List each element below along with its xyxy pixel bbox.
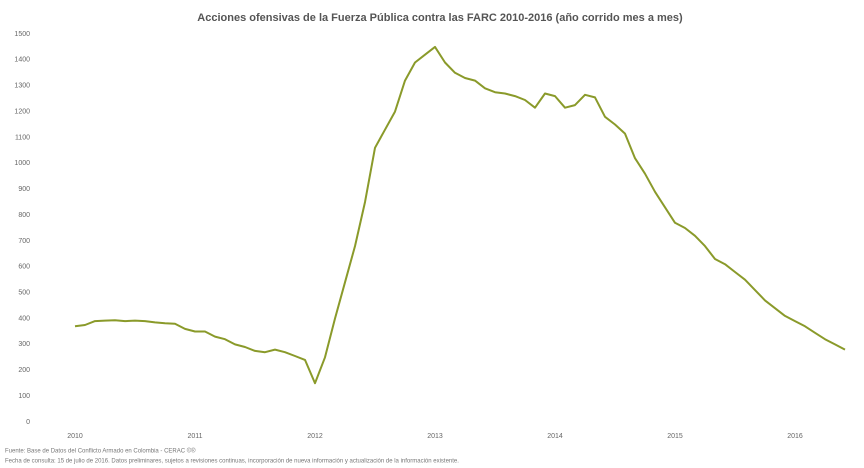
- x-tick-label: 2013: [427, 433, 443, 440]
- y-tick-label: 0: [26, 419, 30, 426]
- chart-title: Acciones ofensivas de la Fuerza Pública …: [197, 12, 683, 24]
- y-tick-label: 100: [18, 393, 30, 400]
- x-tick-label: 2010: [67, 433, 83, 440]
- x-tick-label: 2011: [187, 433, 202, 440]
- series-line: [74, 45, 846, 385]
- x-tick-label: 2015: [667, 433, 683, 440]
- y-tick-label: 1200: [14, 108, 30, 115]
- y-tick-label: 1300: [14, 83, 30, 90]
- x-tick-label: 2014: [547, 433, 563, 440]
- y-tick-label: 1500: [14, 31, 30, 38]
- source: Fuente: Base de Datos del Conflicto Arma…: [5, 448, 196, 455]
- y-tick-label: 600: [18, 264, 30, 271]
- y-tick-label: 1400: [14, 57, 30, 64]
- y-tick-label: 200: [18, 367, 30, 374]
- y-tick-label: 300: [18, 341, 30, 348]
- y-tick-label: 900: [18, 186, 30, 193]
- note: Fecha de consulta: 15 de julio de 2016. …: [5, 459, 459, 465]
- x-tick-label: 2012: [307, 433, 323, 440]
- y-tick-label: 1100: [15, 134, 30, 141]
- x-tick-label: 2016: [787, 433, 803, 440]
- y-tick-label: 700: [18, 238, 30, 245]
- y-tick-label: 400: [18, 315, 30, 322]
- y-tick-label: 1000: [14, 160, 30, 167]
- y-tick-label: 500: [18, 290, 30, 297]
- y-tick-label: 800: [18, 212, 30, 219]
